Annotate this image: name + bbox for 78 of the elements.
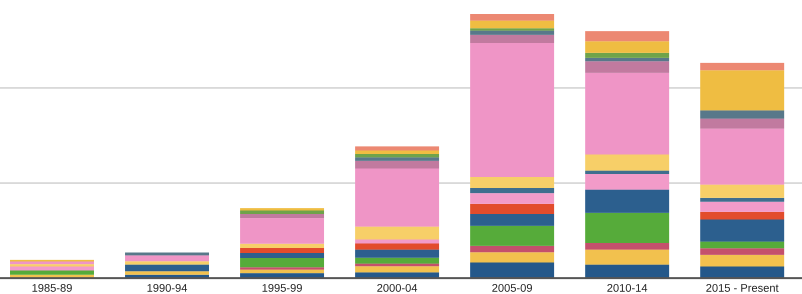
bar <box>700 70 784 110</box>
bar <box>240 214 324 218</box>
bar <box>700 62 784 70</box>
bar <box>470 226 554 246</box>
bar <box>585 72 670 155</box>
bar <box>240 218 324 244</box>
bar <box>585 31 670 42</box>
bar <box>585 52 670 58</box>
bar <box>240 253 324 258</box>
x-tick-label: 1990-94 <box>147 284 188 292</box>
bar <box>700 254 784 266</box>
bar <box>700 202 784 212</box>
bar <box>700 110 784 119</box>
bar <box>10 261 94 264</box>
bar <box>585 190 670 213</box>
bar <box>355 266 440 272</box>
bar <box>470 43 554 177</box>
x-tick-label: 2015 - Present <box>706 284 779 292</box>
x-tick-label: 2010-14 <box>607 284 648 292</box>
bar <box>700 242 784 248</box>
bar <box>470 193 554 204</box>
bar <box>700 266 784 278</box>
x-tick-label: 1985-89 <box>32 284 72 292</box>
bar <box>125 252 210 256</box>
bar <box>125 255 210 262</box>
bar <box>240 248 324 254</box>
bar <box>700 198 784 202</box>
bar <box>355 264 440 266</box>
bar <box>585 58 670 62</box>
bar <box>355 154 440 158</box>
bar <box>585 264 670 278</box>
bar <box>700 128 784 185</box>
bar <box>700 219 784 242</box>
bar <box>585 61 670 73</box>
bar <box>470 214 554 226</box>
bar <box>700 184 784 198</box>
x-tick-label: 1995-99 <box>262 284 302 292</box>
bar <box>240 258 324 268</box>
bar <box>585 174 670 190</box>
bar <box>585 242 670 250</box>
bar <box>240 270 324 274</box>
bar <box>700 118 784 129</box>
bar <box>470 30 554 35</box>
bar <box>355 258 440 264</box>
bar <box>355 160 440 169</box>
bar <box>10 266 94 270</box>
bar <box>470 262 554 278</box>
bar <box>125 264 210 272</box>
bar <box>240 210 324 214</box>
bar <box>355 240 440 244</box>
bar <box>125 261 210 265</box>
bar <box>470 252 554 263</box>
bar <box>470 34 554 44</box>
bar <box>585 41 670 53</box>
x-tick-label: 2005-09 <box>492 284 532 292</box>
bar <box>355 168 440 227</box>
bar <box>700 248 784 255</box>
bar <box>585 212 670 243</box>
bar <box>585 170 670 174</box>
bar <box>470 176 554 188</box>
bar <box>240 208 324 211</box>
bar <box>470 204 554 214</box>
bar <box>470 188 554 194</box>
bar <box>470 20 554 28</box>
bar <box>355 150 440 154</box>
bar <box>355 244 440 250</box>
bar <box>355 250 440 258</box>
bar <box>355 146 440 151</box>
bar <box>700 212 784 220</box>
bar <box>585 250 670 265</box>
bar <box>470 14 554 21</box>
bar <box>585 154 670 171</box>
bar <box>470 246 554 252</box>
bar <box>240 244 324 248</box>
x-tick-label: 2000-04 <box>377 284 418 292</box>
bar <box>355 226 440 240</box>
bar <box>355 157 440 161</box>
bar <box>10 270 94 275</box>
